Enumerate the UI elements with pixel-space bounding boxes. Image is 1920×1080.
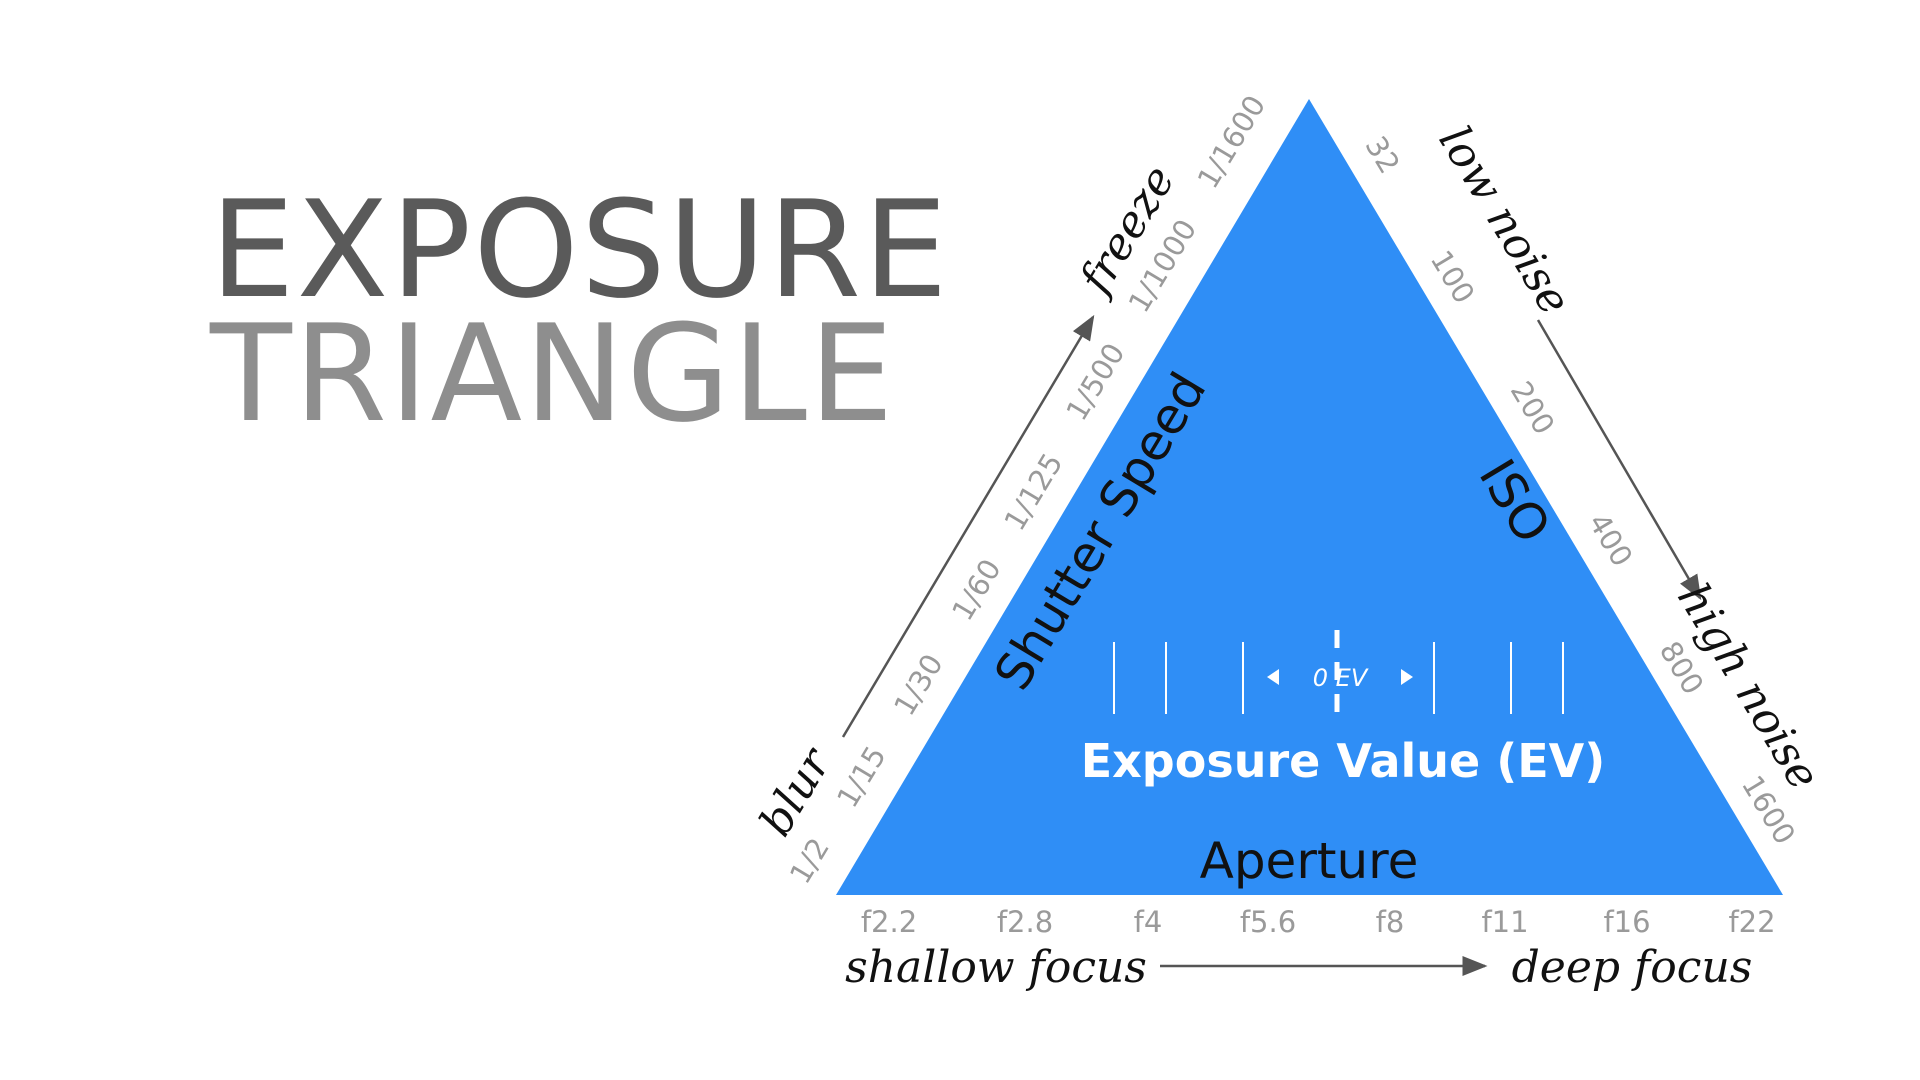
aperture-tick: f11 (1481, 905, 1528, 939)
aperture-tick: f8 (1376, 905, 1405, 939)
aperture-tick: f2.2 (861, 905, 917, 939)
aperture-tick: f16 (1603, 905, 1650, 939)
ev-scale (1113, 630, 1564, 726)
ev-left-caret-icon (1267, 669, 1279, 685)
aperture-tick: f22 (1728, 905, 1775, 939)
ev-right-caret-icon (1401, 669, 1413, 685)
iso-tick: 200 (1504, 375, 1562, 440)
ev-label: Exposure Value (EV) (1081, 734, 1606, 788)
deep-focus-label: deep focus (1512, 942, 1753, 993)
shutter-tick: 1/30 (887, 648, 950, 721)
shallow-focus-label: shallow focus (845, 942, 1147, 993)
shutter-tick: 1/15 (830, 740, 893, 813)
ev-zero-label: 0 EV (1313, 664, 1369, 692)
page-title: EXPOSURE TRIANGLE (210, 172, 950, 452)
shutter-arrow (841, 314, 1095, 738)
iso-tick: 400 (1582, 507, 1640, 572)
shutter-tick: 1/60 (945, 553, 1008, 626)
aperture-ticks: f2.2 f2.8 f4 f5.6 f8 f11 f16 f22 (861, 905, 1776, 939)
iso-tick: 32 (1358, 130, 1406, 179)
aperture-tick: f5.6 (1240, 905, 1296, 939)
blur-label: blur (750, 738, 842, 845)
triangle-shape (836, 99, 1783, 895)
iso-arrow (1536, 319, 1702, 601)
aperture-label: Aperture (1200, 832, 1419, 890)
aperture-tick: f2.8 (997, 905, 1053, 939)
aperture-tick: f4 (1134, 905, 1163, 939)
shutter-tick: 1/500 (1059, 337, 1131, 426)
shutter-tick: 1/1600 (1191, 89, 1273, 194)
iso-tick: 100 (1424, 244, 1482, 309)
title-line-triangle: TRIANGLE (210, 296, 896, 452)
title-line-exposure: EXPOSURE (210, 172, 950, 328)
